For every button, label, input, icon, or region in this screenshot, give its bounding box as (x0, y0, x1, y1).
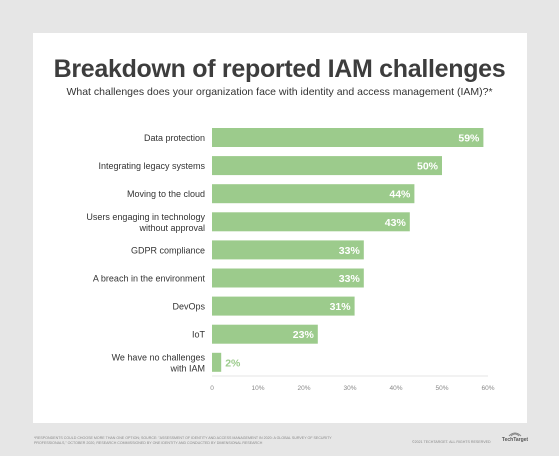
category-label-1: Integrating legacy systems (98, 161, 205, 171)
brand-name: TechTarget (501, 437, 529, 443)
bar-0 (212, 128, 484, 147)
x-tick-label-6: 60% (481, 385, 494, 392)
bar-2 (212, 184, 415, 204)
bar-8 (212, 352, 222, 372)
bar-value-label-2: 44% (389, 189, 411, 201)
bar-value-label-0: 59% (458, 133, 480, 145)
chart-title: Breakdown of reported IAM challenges (53, 55, 506, 83)
category-label-6: DevOps (172, 302, 205, 312)
category-label-5: A breach in the environment (93, 274, 206, 284)
x-tick-label-4: 40% (389, 385, 402, 392)
x-tick-label-1: 10% (251, 385, 264, 392)
bar-value-label-8: 2% (225, 357, 241, 369)
bar-6 (212, 296, 355, 316)
bar-value-label-4: 33% (339, 245, 361, 257)
copyright-text: ©2021 TechTarget. All rights reserved (412, 440, 491, 444)
x-tick-label-2: 20% (297, 385, 310, 392)
category-label-8: We have no challenges with IAM (112, 352, 206, 373)
source-footnote: *Respondents could choose more than one … (34, 436, 332, 445)
x-tick-label-0: 0 (210, 385, 214, 392)
bar-value-label-7: 23% (293, 329, 315, 341)
bars-layer: 59% 50% 44% 43% 33% 33% 31% 23% 2% (212, 128, 484, 372)
bar-value-label-5: 33% (339, 273, 361, 285)
category-label-4: GDPR compliance (131, 245, 205, 255)
bar-value-label-3: 43% (385, 217, 407, 229)
bar-4 (212, 240, 364, 260)
bar-3 (212, 212, 410, 232)
x-axis-ticks-layer: 0 10% 20% 30% 40% 50% 60% (210, 375, 495, 392)
bar-value-label-1: 50% (417, 161, 439, 173)
bar-5 (212, 268, 364, 288)
bar-value-label-6: 31% (330, 301, 352, 313)
techtarget-logo-icon (508, 432, 522, 437)
category-labels-layer: Data protection Integrating legacy system… (86, 133, 205, 373)
bar-1 (212, 156, 442, 176)
x-tick-label-5: 50% (435, 385, 448, 392)
bar-7 (212, 324, 318, 344)
category-label-3: Users engaging in technology without appr… (86, 212, 205, 233)
category-label-7: IoT (192, 330, 206, 340)
category-label-0: Data protection (144, 133, 205, 143)
category-label-2: Moving to the cloud (127, 189, 205, 199)
chart-subtitle: What challenges does your organization f… (66, 86, 493, 98)
x-tick-label-3: 30% (343, 385, 356, 392)
